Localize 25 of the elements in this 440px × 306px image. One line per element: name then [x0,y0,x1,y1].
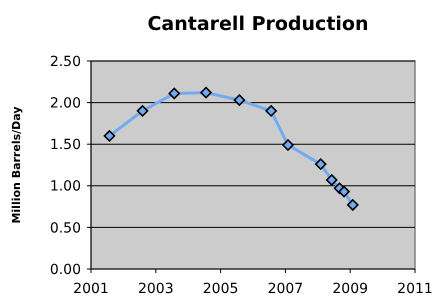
y-tick-label: 0.50 [50,220,81,236]
point [326,174,338,186]
point [104,130,116,142]
y-tick-label: 2.50 [50,54,81,70]
x-tick-label: 2011 [397,281,433,297]
x-tick-label: 2003 [138,281,174,297]
x-tick-label: 2005 [202,281,238,297]
point [136,105,148,117]
x-tick-label: 2001 [73,281,109,297]
point [234,94,246,106]
chart-title: Cantarell Production [147,13,369,35]
point [346,199,359,211]
x-tick-label: 2007 [268,281,304,297]
point [314,158,327,170]
point [338,186,350,198]
y-axis-title: Million Barrels/Day [10,106,23,224]
y-tick-label: 1.00 [50,178,81,195]
point [282,139,294,151]
point [265,105,277,117]
point [168,88,180,100]
y-tick-label: 0.00 [50,262,81,278]
x-tick-label: 2009 [332,281,368,297]
point [200,86,212,98]
y-tick-label: 1.50 [50,137,81,154]
y-tick-label: 2.00 [50,96,81,112]
